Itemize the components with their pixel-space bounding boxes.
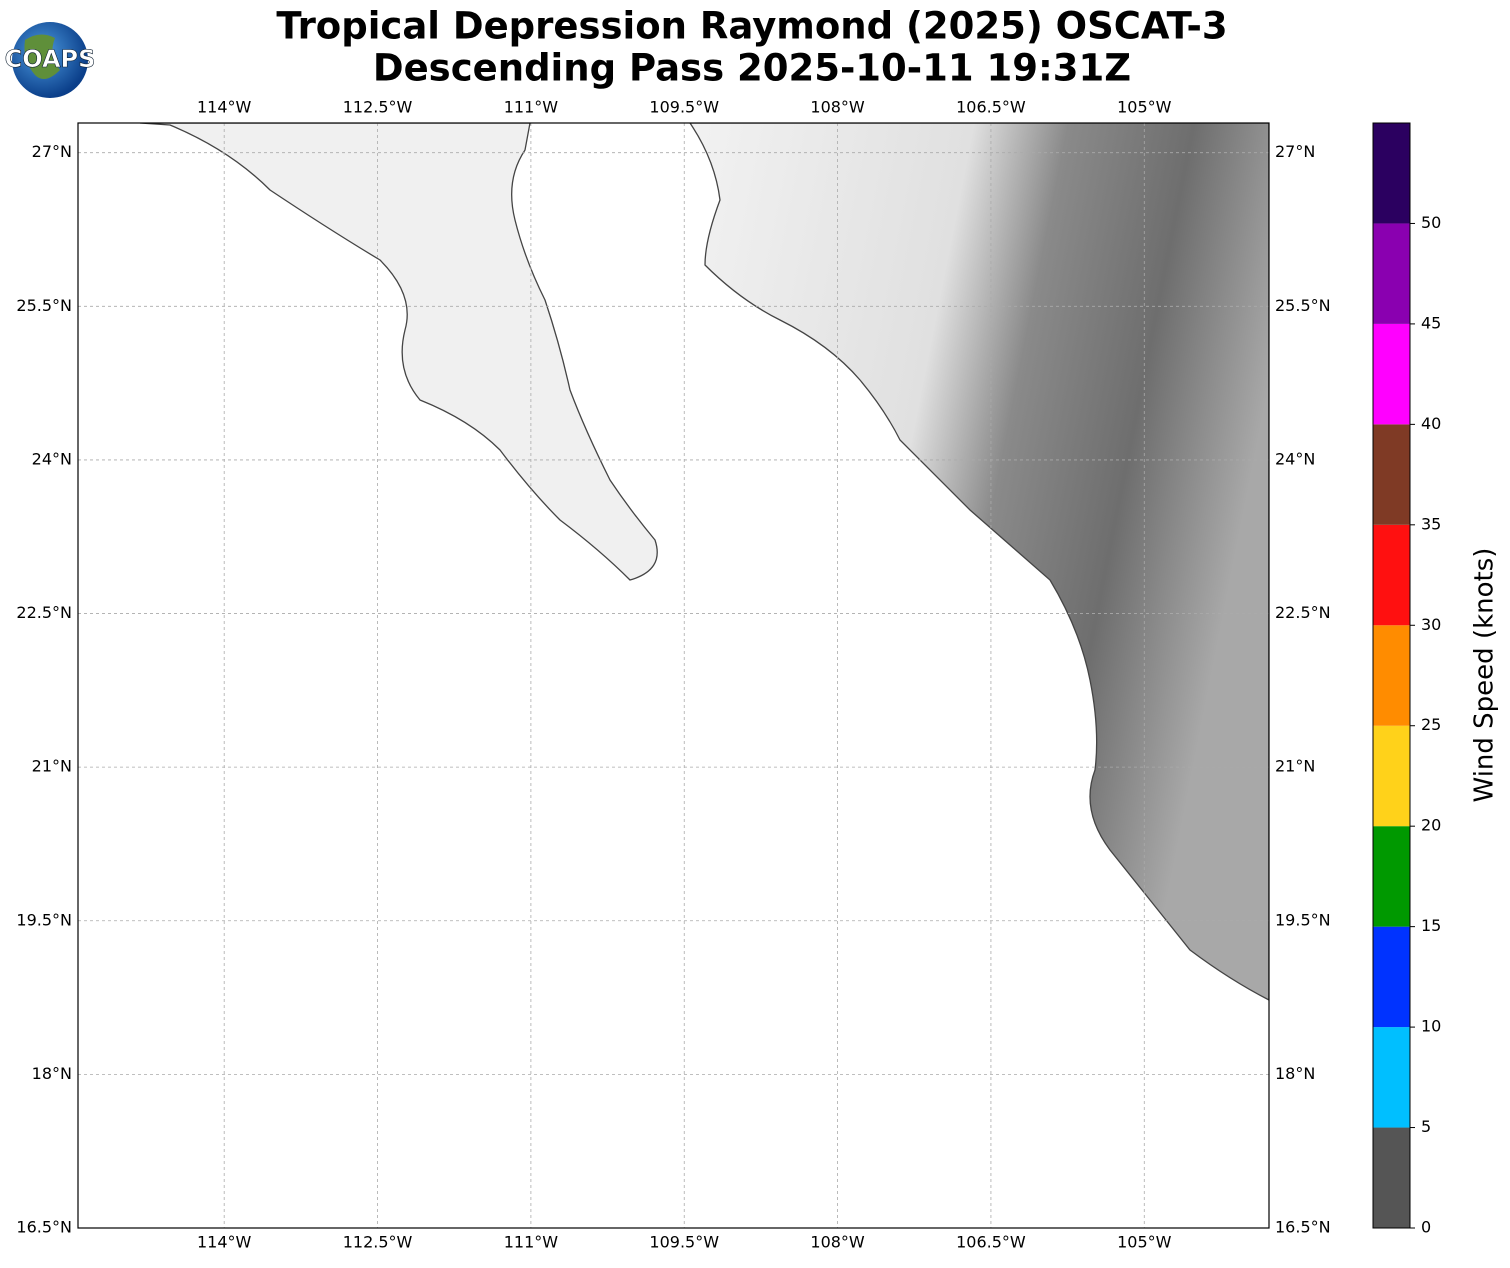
lat-tick-label: 19.5°N bbox=[1275, 910, 1331, 929]
lat-tick-label: 16.5°N bbox=[1275, 1218, 1331, 1237]
lat-tick-label: 21°N bbox=[32, 757, 72, 776]
lon-tick-label: 109.5°W bbox=[649, 98, 719, 117]
colorbar-bin bbox=[1373, 123, 1410, 224]
lon-tick-label: 112.5°W bbox=[343, 1233, 413, 1252]
lon-tick-label: 106.5°W bbox=[956, 98, 1026, 117]
lon-tick-label: 106.5°W bbox=[956, 1233, 1026, 1252]
lon-tick-label: 114°W bbox=[197, 1233, 252, 1252]
lon-tick-label: 108°W bbox=[810, 98, 865, 117]
colorbar-bin bbox=[1373, 223, 1410, 324]
colorbar-tick-label: 30 bbox=[1421, 615, 1441, 634]
colorbar-tick-label: 25 bbox=[1421, 715, 1441, 734]
lon-tick-label: 109.5°W bbox=[649, 1233, 719, 1252]
lat-tick-label: 22.5°N bbox=[1275, 603, 1331, 622]
colorbar-label: Wind Speed (knots) bbox=[1470, 548, 1500, 803]
colorbar-tick-label: 15 bbox=[1421, 916, 1441, 935]
mainland-mexico bbox=[689, 123, 1269, 1001]
lat-tick-label: 18°N bbox=[1275, 1064, 1315, 1083]
lon-tick-label: 105°W bbox=[1117, 1233, 1172, 1252]
colorbar-tick-label: 10 bbox=[1421, 1017, 1441, 1036]
colorbar-bin bbox=[1373, 625, 1410, 726]
logo-text: COAPS bbox=[5, 45, 96, 73]
logo: COAPS bbox=[4, 22, 96, 98]
lon-tick-label: 105°W bbox=[1117, 98, 1172, 117]
colorbar: 0 5 10 15 20 25 30 35 40 45 50 bbox=[1372, 122, 1441, 1237]
colorbar-frame bbox=[1372, 122, 1411, 1229]
grid bbox=[78, 123, 1269, 1228]
lat-tick-label: 24°N bbox=[1275, 449, 1315, 468]
colorbar-bin bbox=[1373, 725, 1410, 827]
colorbar-tick-label: 5 bbox=[1421, 1117, 1431, 1136]
map-frame bbox=[77, 122, 1270, 1229]
colorbar-bin bbox=[1373, 826, 1410, 927]
lat-tick-label: 19.5°N bbox=[16, 910, 72, 929]
colorbar-bin bbox=[1373, 424, 1410, 525]
colorbar-bin bbox=[1373, 524, 1410, 626]
colorbar-bin bbox=[1373, 1027, 1410, 1128]
map-area bbox=[78, 123, 1269, 1228]
lon-tick-label: 108°W bbox=[810, 1233, 865, 1252]
lat-tick-label: 24°N bbox=[32, 449, 72, 468]
title: Tropical Depression Raymond (2025) OSCAT… bbox=[276, 5, 1227, 48]
colorbar-tick-label: 0 bbox=[1421, 1218, 1431, 1237]
lat-tick-label: 27°N bbox=[1275, 142, 1315, 161]
lon-tick-label: 111°W bbox=[504, 1233, 559, 1252]
colorbar-tick-label: 20 bbox=[1421, 816, 1441, 835]
logo-land bbox=[24, 34, 60, 79]
lat-tick-label: 16.5°N bbox=[16, 1218, 72, 1237]
colorbar-bin bbox=[1373, 323, 1410, 425]
colorbar-bin bbox=[1373, 1127, 1410, 1228]
colorbar-tick-label: 50 bbox=[1421, 213, 1441, 232]
lon-tick-label: 112.5°W bbox=[343, 98, 413, 117]
lat-tick-label: 18°N bbox=[32, 1064, 72, 1083]
subtitle: Descending Pass 2025-10-11 19:31Z bbox=[373, 47, 1131, 90]
lat-tick-label: 25.5°N bbox=[1275, 296, 1331, 315]
baja-peninsula bbox=[139, 123, 658, 581]
lon-tick-label: 111°W bbox=[504, 98, 559, 117]
lat-tick-label: 25.5°N bbox=[16, 296, 72, 315]
lat-tick-label: 21°N bbox=[1275, 757, 1315, 776]
colorbar-tick-label: 35 bbox=[1421, 514, 1441, 533]
lat-tick-label: 22.5°N bbox=[16, 603, 72, 622]
lon-tick-label: 114°W bbox=[197, 98, 252, 117]
colorbar-bin bbox=[1373, 926, 1410, 1028]
colorbar-tick-label: 40 bbox=[1421, 414, 1441, 433]
colorbar-tick-label: 45 bbox=[1421, 313, 1441, 332]
lat-tick-label: 27°N bbox=[32, 142, 72, 161]
